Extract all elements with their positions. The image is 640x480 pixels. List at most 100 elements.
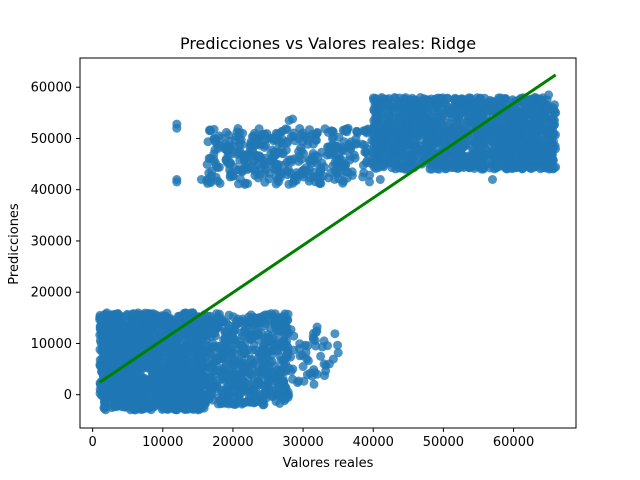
data-point [374, 107, 384, 117]
data-point [246, 390, 255, 400]
data-point [217, 385, 227, 395]
data-point [221, 361, 231, 371]
data-point [506, 161, 516, 171]
data-point [549, 120, 559, 130]
data-point [232, 378, 241, 388]
data-point [271, 179, 281, 189]
data-point [183, 310, 193, 320]
data-point [139, 330, 149, 340]
data-point [279, 359, 289, 369]
data-point [95, 361, 105, 371]
data-point [201, 378, 210, 388]
data-point [201, 390, 211, 400]
data-point [328, 354, 338, 364]
x-tick-label: 20000 [212, 435, 253, 450]
data-point [330, 329, 340, 339]
data-point [190, 326, 199, 336]
data-point [376, 160, 386, 170]
data-point [210, 314, 220, 324]
data-point [255, 163, 265, 173]
data-point [196, 175, 206, 184]
data-point [245, 142, 255, 152]
data-point [161, 403, 171, 413]
data-point [494, 93, 504, 103]
data-point [185, 353, 195, 363]
data-point [319, 336, 329, 346]
data-point [224, 354, 233, 364]
data-point [205, 177, 215, 187]
data-point [226, 170, 235, 180]
data-point [247, 345, 257, 355]
data-point [475, 93, 485, 103]
data-point [316, 351, 326, 361]
data-point [119, 346, 129, 356]
data-point [127, 328, 137, 338]
data-point [526, 115, 535, 125]
data-point [256, 379, 266, 389]
data-point [259, 393, 268, 403]
data-point [294, 147, 304, 156]
data-point [225, 346, 235, 355]
data-point [340, 126, 350, 136]
data-point [264, 377, 274, 387]
data-point [312, 127, 322, 137]
data-point [229, 361, 239, 371]
data-point [440, 133, 450, 143]
data-point [298, 362, 308, 371]
data-point [169, 333, 179, 343]
data-point [228, 312, 238, 322]
data-point [519, 119, 529, 129]
data-point [454, 104, 464, 114]
data-point [273, 147, 283, 157]
y-axis-ticks: 0 10000 20000 30000 40000 50000 60000 [31, 81, 80, 403]
data-point [308, 149, 318, 158]
data-point [216, 141, 226, 151]
data-point [316, 178, 326, 188]
data-point [159, 316, 169, 326]
data-point [260, 142, 269, 152]
data-point [286, 352, 295, 362]
data-point [252, 139, 262, 149]
data-point [379, 151, 389, 161]
data-point [185, 399, 195, 409]
data-point [464, 110, 474, 120]
data-point [168, 403, 178, 413]
data-point [505, 154, 515, 164]
data-point [333, 340, 343, 350]
data-point [165, 387, 175, 397]
data-point [105, 312, 115, 322]
data-point [219, 317, 228, 327]
data-point [212, 341, 222, 351]
data-point [264, 346, 274, 356]
data-point [524, 139, 534, 149]
data-point [530, 93, 540, 102]
data-point [232, 371, 242, 381]
data-point [369, 162, 379, 172]
data-point [169, 369, 179, 378]
data-point [165, 321, 175, 331]
data-point [172, 177, 182, 187]
data-point [108, 389, 118, 398]
data-point [359, 126, 369, 136]
data-point [490, 125, 500, 135]
data-point [132, 369, 142, 379]
data-point [504, 142, 514, 152]
data-point [250, 313, 260, 323]
data-point [239, 150, 249, 160]
data-point [458, 161, 468, 171]
data-point [295, 344, 305, 354]
data-point [196, 365, 206, 375]
data-point [491, 118, 501, 128]
data-point [543, 119, 553, 129]
data-point [143, 310, 153, 320]
data-point [427, 164, 437, 174]
data-point [277, 126, 287, 136]
data-point [309, 379, 319, 389]
data-point [192, 389, 202, 399]
data-point [501, 127, 511, 137]
y-axis-label: Predicciones [7, 203, 22, 285]
x-tick-label: 40000 [353, 435, 394, 450]
y-tick-label: 30000 [31, 234, 72, 249]
data-point [320, 371, 329, 381]
data-point [95, 315, 105, 325]
